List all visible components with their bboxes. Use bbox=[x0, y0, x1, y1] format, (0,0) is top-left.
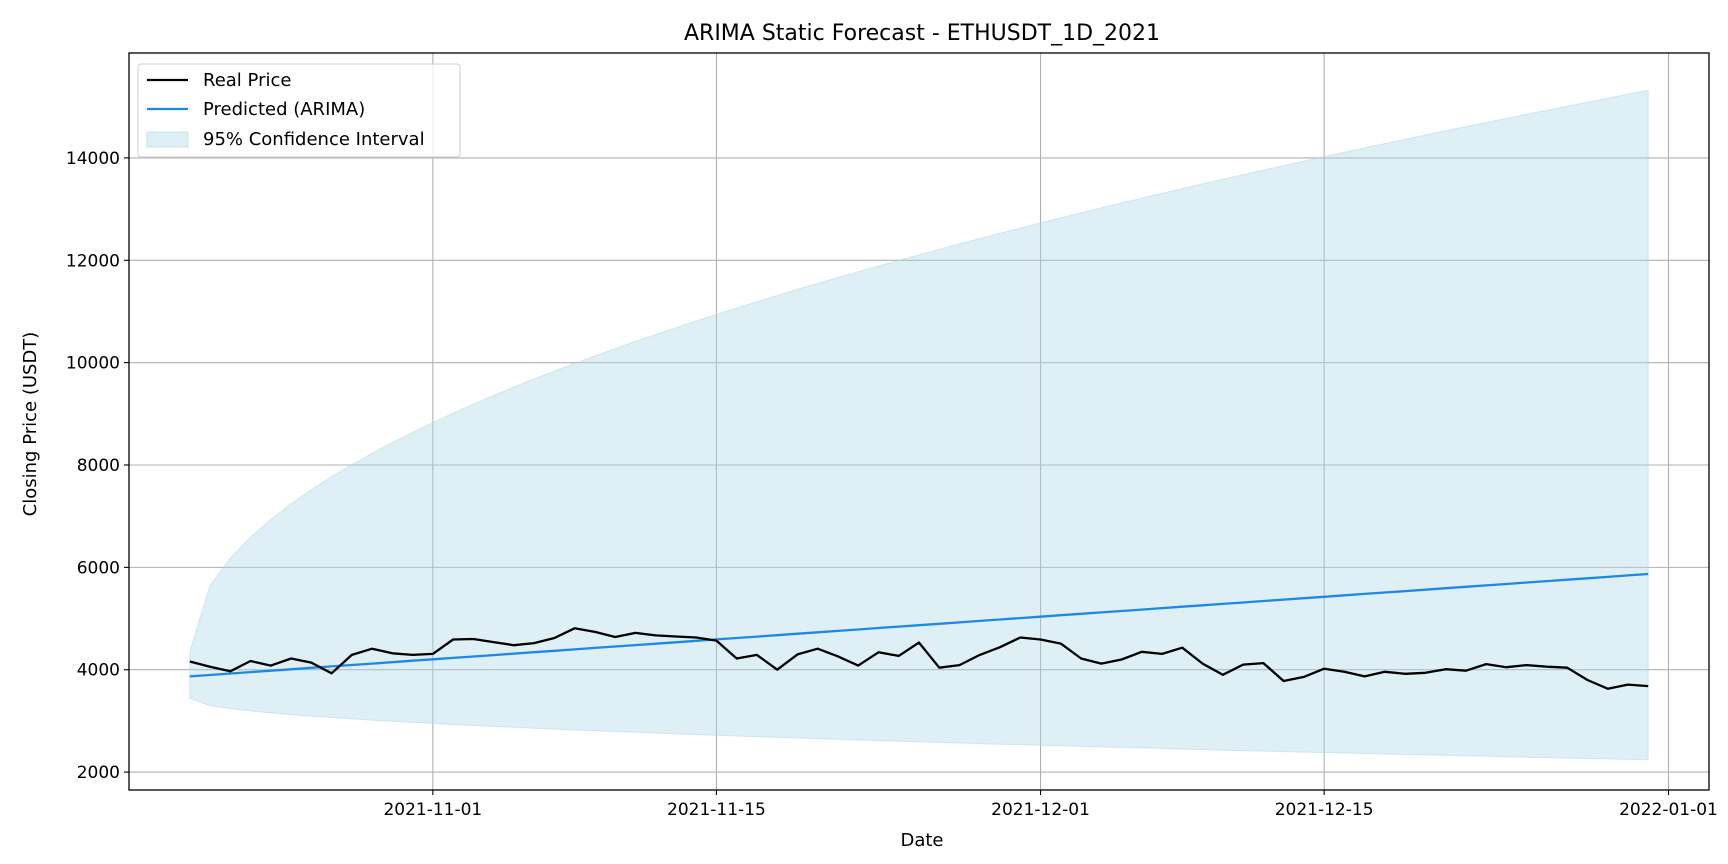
legend-predicted-label: Predicted (ARIMA) bbox=[203, 99, 365, 120]
x-tick-label: 2021-12-01 bbox=[991, 800, 1090, 820]
grid-lines bbox=[129, 53, 1709, 790]
legend: Real Price Predicted (ARIMA) 95% Confide… bbox=[137, 63, 461, 158]
y-tick-label: 4000 bbox=[77, 661, 120, 681]
x-axis-label: Date bbox=[900, 830, 943, 851]
y-axis-label: Closing Price (USDT) bbox=[20, 332, 41, 517]
tick-marks-and-labels: 2021-11-01 2021-11-15 2021-12-01 2021-12-15… bbox=[66, 149, 1718, 820]
x-tick-label: 2021-12-15 bbox=[1275, 800, 1374, 820]
y-tick-label: 12000 bbox=[66, 251, 120, 271]
predicted-arima-line bbox=[189, 572, 1649, 678]
x-tick-label: 2021-11-15 bbox=[667, 800, 766, 820]
legend-real-price-label: Real Price bbox=[203, 70, 291, 91]
y-tick-label: 6000 bbox=[77, 558, 120, 578]
series-layer bbox=[189, 572, 1649, 690]
legend-ci-label: 95% Confidence Interval bbox=[203, 129, 425, 150]
chart-title: ARIMA Static Forecast - ETHUSDT_1D_2021 bbox=[684, 21, 1160, 46]
y-tick-label: 10000 bbox=[66, 354, 120, 374]
confidence-interval-band bbox=[189, 89, 1649, 761]
x-tick-label: 2022-01-01 bbox=[1619, 800, 1718, 820]
y-tick-label: 14000 bbox=[66, 149, 120, 169]
legend-box bbox=[137, 63, 461, 158]
plot-area-frame bbox=[128, 52, 1710, 791]
y-tick-label: 8000 bbox=[77, 456, 120, 476]
real-price-line bbox=[189, 627, 1649, 690]
x-tick-label: 2021-11-01 bbox=[383, 800, 482, 820]
y-tick-label: 2000 bbox=[77, 763, 120, 783]
confidence-interval-layer bbox=[189, 89, 1649, 761]
legend-ci-swatch bbox=[146, 131, 189, 148]
